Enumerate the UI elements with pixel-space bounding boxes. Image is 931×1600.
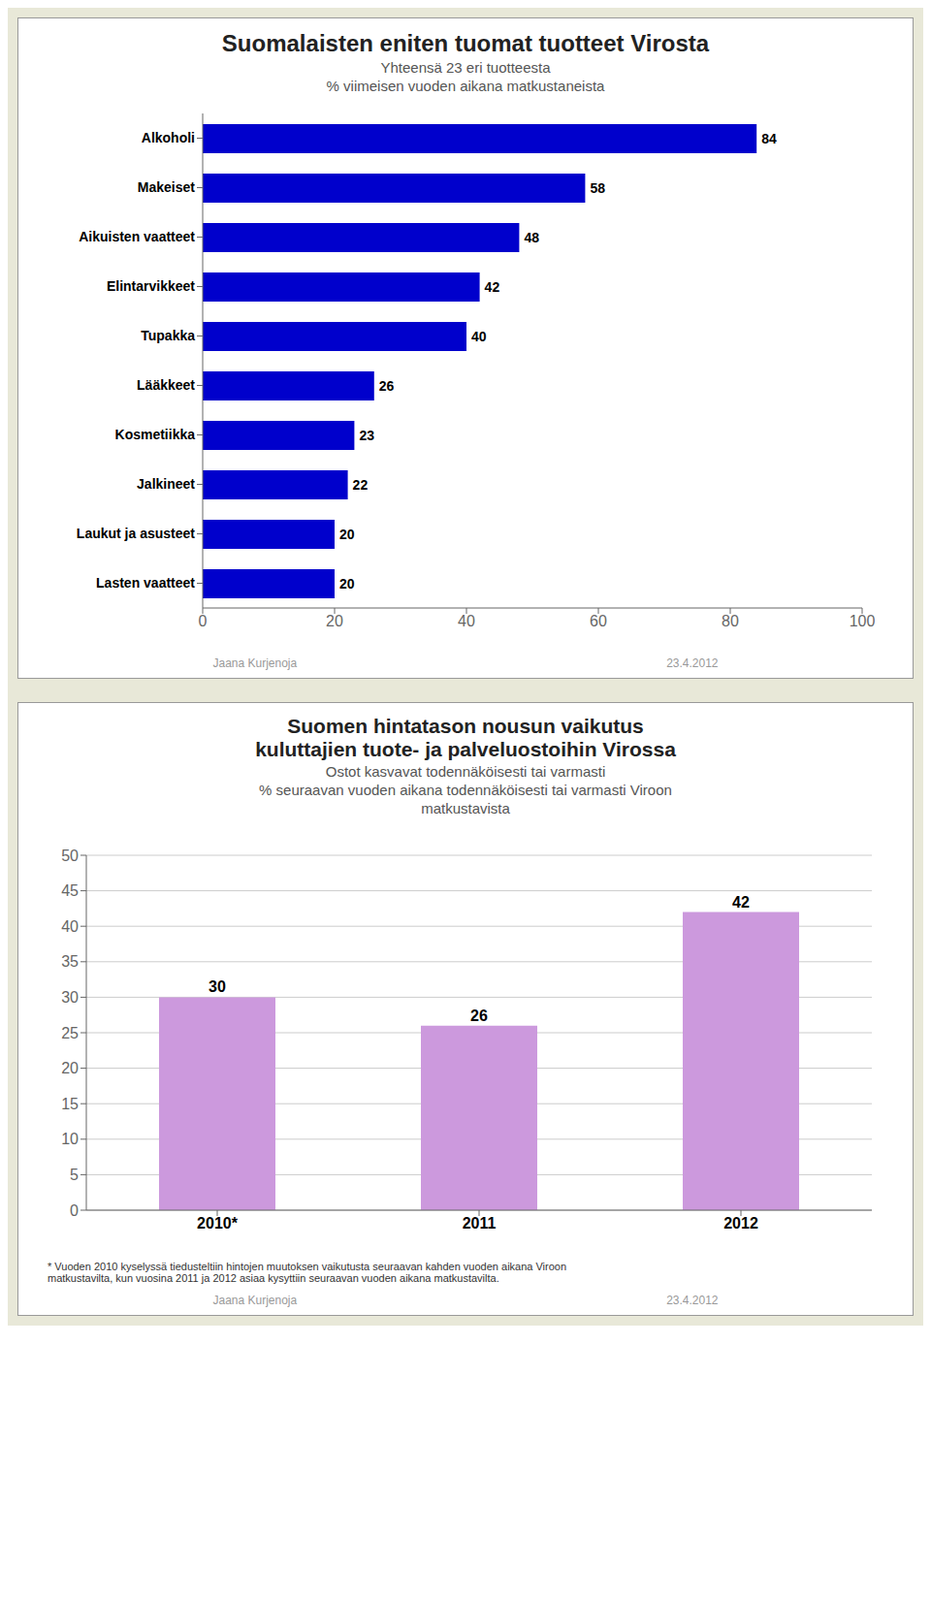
svg-text:0: 0 <box>198 612 208 630</box>
svg-text:30: 30 <box>61 989 79 1006</box>
svg-text:10: 10 <box>61 1130 79 1148</box>
svg-text:60: 60 <box>589 612 608 630</box>
html-text:Jaana Kurjenoja: Jaana Kurjenoja <box>212 656 297 671</box>
svg-text:50: 50 <box>61 847 79 865</box>
svg-text:Makeiset: Makeiset <box>137 179 195 195</box>
svg-text:20: 20 <box>339 576 355 592</box>
svg-text:23: 23 <box>358 427 375 444</box>
svg-text:15: 15 <box>61 1095 79 1113</box>
svg-text:20: 20 <box>61 1059 79 1077</box>
svg-text:Laukut ja asusteet: Laukut ja asusteet <box>76 525 195 542</box>
html-text:23.4.2012: 23.4.2012 <box>666 1293 719 1308</box>
svg-text:58: 58 <box>589 180 606 196</box>
html-text:kuluttajien tuote- ja palveluo: kuluttajien tuote- ja palveluostoihin Vi… <box>255 738 676 761</box>
svg-text:45: 45 <box>61 882 79 899</box>
html-text:* Vuoden 2010 kyselyssä tiedus: * Vuoden 2010 kyselyssä tiedusteltiin hi… <box>47 1260 567 1273</box>
html-text:Suomalaisten eniten tuomat tuo: Suomalaisten eniten tuomat tuotteet Viro… <box>221 30 710 57</box>
svg-text:20: 20 <box>339 526 355 543</box>
html-text:23.4.2012: 23.4.2012 <box>666 656 719 671</box>
svg-text:2012: 2012 <box>723 1215 759 1232</box>
html-text:% viimeisen vuoden aikana matk: % viimeisen vuoden aikana matkustaneista <box>326 77 605 95</box>
svg-text:Lasten vaatteet: Lasten vaatteet <box>96 575 195 591</box>
svg-text:0: 0 <box>69 1202 79 1220</box>
html-text:Yhteensä 23 eri tuotteesta: Yhteensä 23 eri tuotteesta <box>380 59 551 76</box>
html-text:Ostot kasvavat todennäköisesti: Ostot kasvavat todennäköisesti tai varma… <box>325 763 606 780</box>
html-text:Jaana Kurjenoja: Jaana Kurjenoja <box>212 1293 297 1308</box>
html-text:matkustavista: matkustavista <box>420 800 510 817</box>
svg-text:Aikuisten vaatteet: Aikuisten vaatteet <box>78 228 195 245</box>
svg-text:26: 26 <box>470 1007 488 1025</box>
svg-text:2010*: 2010* <box>196 1215 239 1232</box>
svg-text:5: 5 <box>69 1166 79 1184</box>
html-text:matkustavilta, kun vuosina 201: matkustavilta, kun vuosina 2011 ja 2012 … <box>47 1272 500 1285</box>
svg-text:42: 42 <box>484 279 501 295</box>
svg-text:42: 42 <box>732 894 750 911</box>
svg-text:Elintarvikkeet: Elintarvikkeet <box>106 278 195 294</box>
svg-text:40: 40 <box>61 918 79 935</box>
svg-text:80: 80 <box>721 612 739 630</box>
svg-text:Jalkineet: Jalkineet <box>136 476 195 492</box>
svg-text:84: 84 <box>761 130 777 147</box>
svg-text:20: 20 <box>325 612 344 630</box>
svg-text:26: 26 <box>379 378 395 394</box>
svg-text:Lääkkeet: Lääkkeet <box>136 377 195 393</box>
svg-text:40: 40 <box>471 328 487 345</box>
svg-text:2011: 2011 <box>462 1215 497 1232</box>
svg-text:40: 40 <box>457 612 476 630</box>
svg-text:25: 25 <box>61 1025 79 1042</box>
svg-text:30: 30 <box>208 978 226 996</box>
html-text:Suomen hintatason nousun vaiku: Suomen hintatason nousun vaikutus <box>287 714 644 738</box>
svg-text:Kosmetiikka: Kosmetiikka <box>115 426 196 443</box>
svg-text:Tupakka: Tupakka <box>140 327 195 344</box>
html-text:% seuraavan vuoden aikana tode: % seuraavan vuoden aikana todennäköisest… <box>259 781 672 799</box>
svg-text:Alkoholi: Alkoholi <box>141 129 195 146</box>
svg-text:48: 48 <box>523 229 540 246</box>
svg-text:100: 100 <box>849 612 876 630</box>
svg-text:22: 22 <box>353 477 369 493</box>
svg-text:35: 35 <box>61 953 79 970</box>
